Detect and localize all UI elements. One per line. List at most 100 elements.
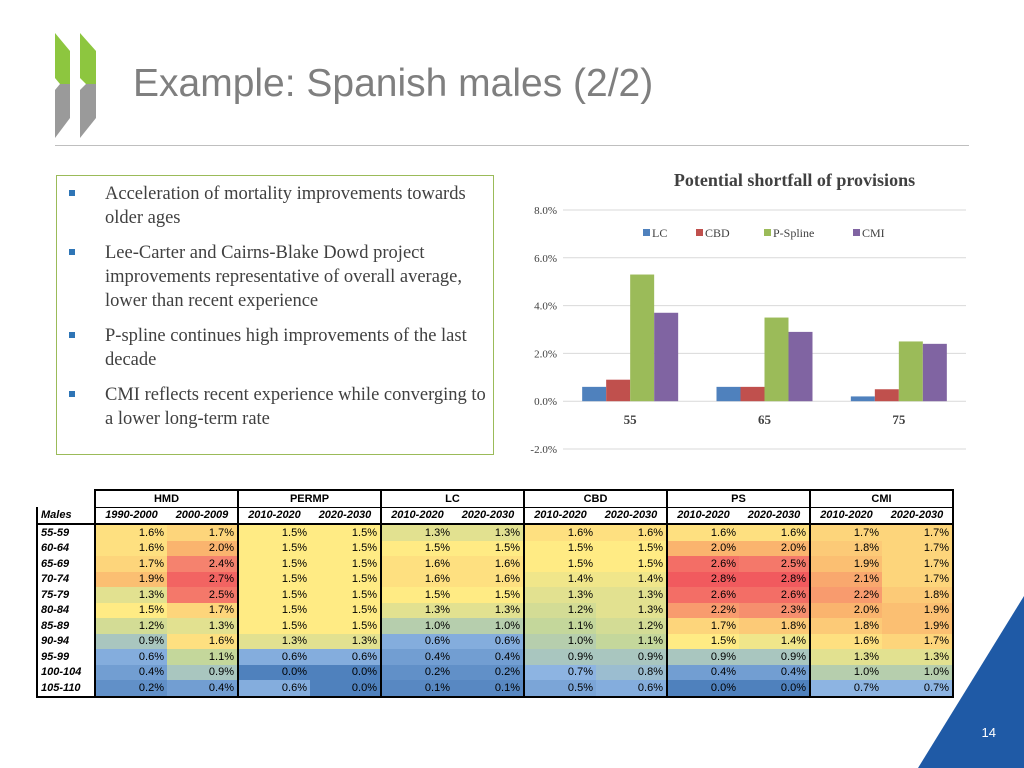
table-cell: 0.6% [596,680,668,698]
table-cell: 1.3% [596,602,668,618]
table-cell: 1.4% [524,571,596,587]
x-category-label: 65 [758,412,772,427]
bar-p-spline [630,274,655,402]
table-row: 105-110 0.2% 0.4% 0.6% 0.0% 0.1% 0.1% 0.5% 0.6% 0… [36,680,954,698]
table-group-header-row: HMD PERMP LC CBD PS CMI [37,489,954,508]
bar-lc [850,396,875,402]
shortfall-bar-chart: Potential shortfall of provisions -2.0% 0.… [530,170,966,456]
bullet-item: CMI reflects recent experience while con… [69,383,489,431]
table-cell: 1.6% [810,633,882,649]
table-cell: 1.5% [238,556,310,572]
table-cell: 1.5% [667,633,739,649]
table-cell: 1.6% [95,540,167,556]
bullet-item: Lee-Carter and Cairns-Blake Dowd project… [69,241,489,313]
table-cell: 1.5% [310,618,382,634]
table-cell: 1.0% [882,664,954,680]
table-row-label: 85-89 [36,618,96,634]
table-subheader: 2010-2020 [380,507,453,525]
table-cell: 0.7% [524,664,596,680]
table-cell: 1.6% [453,556,525,572]
table-row-label: 60-64 [36,540,96,556]
table-row-label: 100-104 [36,664,96,680]
table-cell: 1.3% [596,587,668,603]
table-cell: 1.5% [238,524,310,541]
bar-cbd [874,389,899,402]
table-subheader: 2010-2020 [237,507,310,525]
table-cell: 1.6% [167,633,239,649]
bar-p-spline [764,317,789,402]
table-cell: 2.8% [739,571,811,587]
table-row-label: 80-84 [36,602,96,618]
table-row: 55-59 1.6% 1.7% 1.5% 1.5% 1.3% 1.3% 1.6% 1.6% 1.6… [36,524,954,541]
table-cell: 2.6% [739,587,811,603]
table-group-header: PS [666,489,811,508]
table-cell: 2.4% [167,556,239,572]
bar-p-spline [898,341,923,402]
bullet-marker [69,190,75,196]
bullet-item: Acceleration of mortality improvements t… [69,182,489,230]
bullet-marker [69,249,75,255]
table-cell: 1.7% [882,556,954,572]
table-cell: 1.1% [596,633,668,649]
bullet-marker [69,391,75,397]
table-cell: 2.2% [667,602,739,618]
table-corner-blank [37,490,95,507]
table-cell: 0.6% [310,649,382,665]
table-cell: 0.2% [95,680,167,698]
table-row-label: 105-110 [36,680,96,698]
bar-lc [582,386,607,402]
table-cell: 1.6% [453,571,525,587]
table-cell: 1.8% [810,540,882,556]
table-cell: 2.7% [167,571,239,587]
table-cell: 0.6% [381,633,453,649]
table-cell: 1.6% [381,571,453,587]
table-cell: 1.5% [453,587,525,603]
table-cell: 1.2% [596,618,668,634]
table-cell: 2.5% [167,587,239,603]
table-cell: 1.3% [453,524,525,541]
table-cell: 0.6% [453,633,525,649]
table-cell: 1.9% [882,602,954,618]
table-cell: 0.9% [524,649,596,665]
bullet-text: P-spline continues high improvements of … [105,326,467,370]
table-cell: 1.0% [381,618,453,634]
table-cell: 2.0% [667,540,739,556]
legend-swatch [643,229,650,236]
chart-title: Potential shortfall of provisions [674,170,915,190]
bullet-text: Lee-Carter and Cairns-Blake Dowd project… [105,243,462,311]
table-row: 80-84 1.5% 1.7% 1.5% 1.5% 1.3% 1.3% 1.2% 1.3% 2.2… [36,602,954,618]
table-cell: 0.7% [882,680,954,698]
table-cell: 1.3% [882,649,954,665]
table-row: 90-94 0.9% 1.6% 1.3% 1.3% 0.6% 0.6% 1.0% 1.1% 1.5… [36,633,954,649]
table-cell: 2.0% [739,540,811,556]
table-subheader: 2020-2030 [596,507,668,525]
logo-chevron-top-left [55,33,70,84]
table-cell: 1.5% [596,540,668,556]
table-cell: 1.3% [238,633,310,649]
table-cell: 1.7% [882,524,954,541]
table-cell: 1.1% [524,618,596,634]
table-row-label: 95-99 [36,649,96,665]
table-row: 70-74 1.9% 2.7% 1.5% 1.5% 1.6% 1.6% 1.4% 1.4% 2.8… [36,571,954,587]
table-cell: 2.2% [810,587,882,603]
table-cell: 0.0% [739,680,811,698]
legend-label: CMI [862,226,885,240]
table-group-header: LC [380,489,525,508]
y-tick-label: 8.0% [534,205,557,217]
table-subheader: 2010-2020 [809,507,882,525]
table-row: 60-64 1.6% 2.0% 1.5% 1.5% 1.5% 1.5% 1.5% 1.5% 2.0… [36,540,954,556]
table-cell: 1.6% [95,524,167,541]
table-corner-label: Males [36,507,96,525]
table-cell: 1.6% [739,524,811,541]
logo-chevron-bottom-left [55,84,70,138]
y-tick-label: 0.0% [534,396,557,408]
x-category-label: 75 [892,412,906,427]
legend-label: CBD [705,226,730,240]
table-cell: 1.2% [95,618,167,634]
table-cell: 1.0% [524,633,596,649]
table-cell: 1.5% [596,556,668,572]
table-cell: 1.5% [310,571,382,587]
table-cell: 1.5% [238,571,310,587]
table-cell: 1.7% [667,618,739,634]
